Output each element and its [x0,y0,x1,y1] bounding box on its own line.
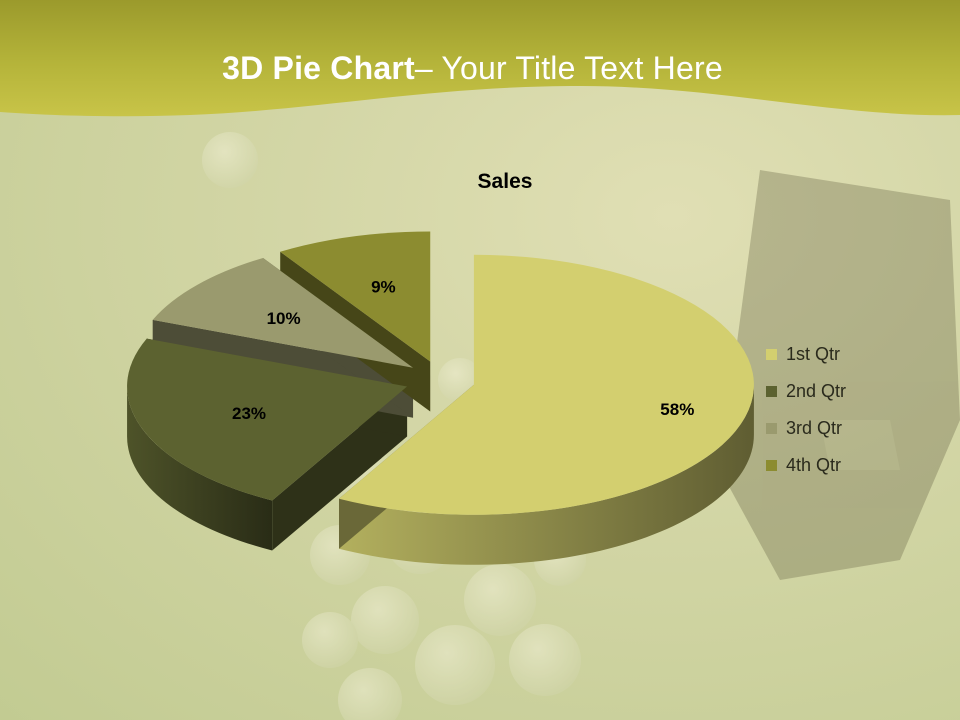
pie-slice-3rd-qtr [152,257,414,368]
chart-legend: 1st Qtr 2nd Qtr 3rd Qtr 4th Qtr [766,336,846,484]
legend-swatch-3rd-qtr [766,423,777,434]
pie-slice-4th-qtr [280,231,431,362]
slide-title-rest: – Your Title Text Here [414,50,723,86]
header-band [0,0,960,117]
legend-item-2nd-qtr: 2nd Qtr [766,373,846,410]
legend-item-3rd-qtr: 3rd Qtr [766,410,846,447]
legend-swatch-2nd-qtr [766,386,777,397]
slide-title-bold: 3D Pie Chart [222,50,415,86]
legend-label-4th-qtr: 4th Qtr [786,455,842,475]
legend-item-4th-qtr: 4th Qtr [766,447,846,484]
data-label-1st-qtr: 58% [660,400,694,419]
legend-swatch-1st-qtr [766,349,777,360]
pie-slice-1st-qtr [339,254,754,515]
data-label-3rd-qtr: 10% [267,309,301,328]
pie-labels: 58% 23% 10% 9% [232,278,694,423]
legend-label-3rd-qtr: 3rd Qtr [786,418,843,438]
leaf-decoration [720,170,960,580]
slide-title: 3D Pie Chart– Your Title Text Here [0,50,945,87]
data-label-2nd-qtr: 23% [232,404,266,423]
legend-label-1st-qtr: 1st Qtr [786,344,841,364]
data-label-4th-qtr: 9% [371,278,396,297]
legend-swatch-4th-qtr [766,460,777,471]
legend-label-2nd-qtr: 2nd Qtr [786,381,847,401]
chart-title: Sales [478,170,533,193]
pie-tops [127,231,754,515]
pie-side-1st-qtr [339,384,754,565]
legend-item-1st-qtr: 1st Qtr [766,336,846,373]
pie-slice-2nd-qtr [127,338,408,501]
pie-side-2nd-qtr [127,386,273,551]
